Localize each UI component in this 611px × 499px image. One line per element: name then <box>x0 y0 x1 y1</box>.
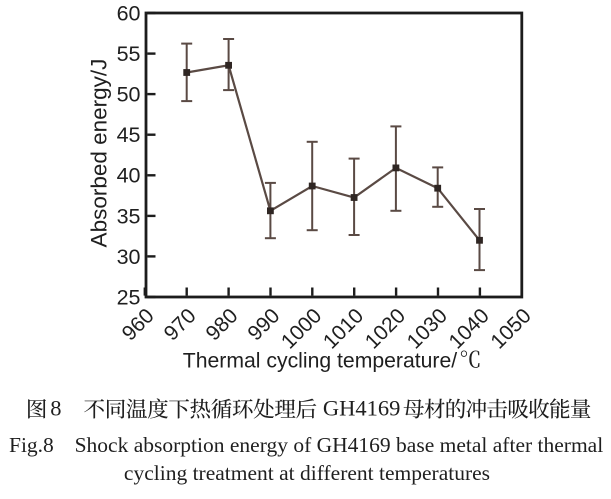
svg-text:55: 55 <box>117 42 141 66</box>
svg-text:1020: 1020 <box>361 304 410 353</box>
svg-text:cycling treatment at different: cycling treatment at different temperatu… <box>124 461 490 485</box>
svg-text:50: 50 <box>117 83 141 107</box>
svg-text:Thermal cycling temperature/: Thermal cycling temperature/ <box>183 350 457 373</box>
svg-text:8: 8 <box>50 395 61 420</box>
svg-text:970: 970 <box>160 304 201 345</box>
svg-text:40: 40 <box>117 164 141 188</box>
svg-text:25: 25 <box>117 285 141 309</box>
svg-text:35: 35 <box>117 204 141 228</box>
svg-text:Absorbed energy/J: Absorbed energy/J <box>87 59 112 248</box>
svg-text:30: 30 <box>117 245 141 269</box>
svg-text:60: 60 <box>117 1 141 25</box>
svg-text:GH4169: GH4169 <box>323 395 401 420</box>
svg-text:1050: 1050 <box>486 304 535 353</box>
svg-text:960: 960 <box>118 304 159 345</box>
svg-text:1010: 1010 <box>319 304 368 353</box>
svg-text:980: 980 <box>201 304 242 345</box>
svg-text:1030: 1030 <box>403 304 452 353</box>
svg-text:1040: 1040 <box>445 304 494 353</box>
svg-text:1000: 1000 <box>277 304 326 353</box>
svg-text:45: 45 <box>117 123 141 147</box>
svg-text:Shock absorption energy of GH4: Shock absorption energy of GH4169 base m… <box>75 433 604 457</box>
svg-text:Fig.8: Fig.8 <box>9 433 54 457</box>
